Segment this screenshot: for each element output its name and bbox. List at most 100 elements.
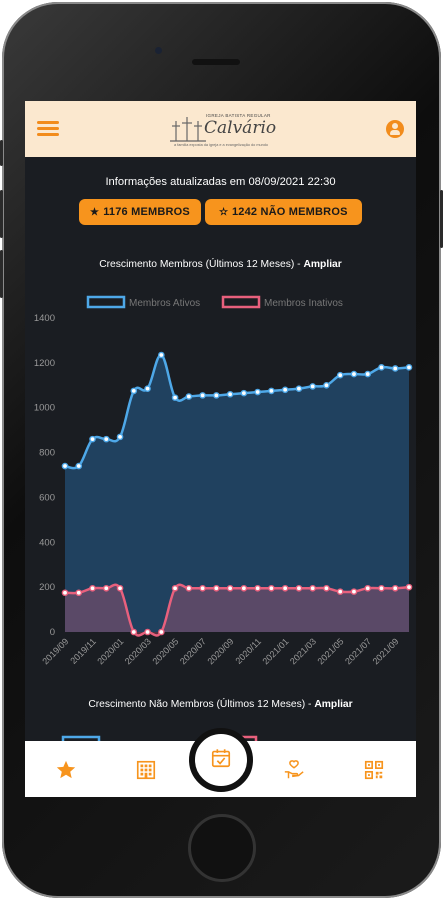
legend-label: Membros Ativos (129, 298, 200, 309)
data-point (158, 351, 165, 359)
data-point (378, 584, 385, 592)
data-point (323, 381, 330, 389)
y-tick-label: 600 (39, 492, 55, 503)
data-point (116, 584, 124, 592)
data-point (364, 370, 372, 378)
logo-tagline: a família exposta da igreja e a evangeli… (174, 143, 268, 147)
x-tick-label: 2021/03 (288, 636, 318, 666)
data-point (213, 392, 220, 399)
building-icon[interactable] (135, 759, 157, 781)
series-area-1 (65, 584, 409, 636)
x-tick-label: 2021/09 (371, 636, 401, 666)
data-point (350, 370, 358, 378)
data-point (336, 588, 344, 595)
data-point (213, 584, 220, 592)
y-tick-label: 1000 (34, 403, 55, 414)
logo-main-text: Calvário (204, 118, 277, 138)
power-button (440, 190, 443, 248)
y-tick-label: 0 (50, 627, 55, 638)
y-tick-label: 1400 (34, 313, 55, 324)
data-point (199, 392, 206, 399)
data-point (61, 589, 69, 597)
data-point (226, 390, 234, 398)
hand-heart-icon[interactable] (283, 759, 305, 781)
non-members-expand-link[interactable]: Ampliar (314, 699, 353, 710)
y-tick-label: 800 (39, 448, 55, 459)
x-tick-label: 2020/03 (123, 636, 153, 666)
data-point (144, 385, 151, 392)
data-point (350, 588, 358, 595)
data-point (240, 584, 248, 592)
data-point (171, 394, 179, 401)
logo-emblem-icon (170, 117, 206, 142)
calendar-fab[interactable] (189, 728, 253, 792)
data-point (309, 584, 316, 592)
data-point (391, 584, 399, 592)
app-screen: IGREJA BATISTA REGULAR Calvário a famíli… (25, 101, 416, 797)
data-point (171, 584, 179, 592)
data-point (226, 584, 234, 592)
data-point (75, 462, 83, 470)
church-logo: IGREJA BATISTA REGULAR Calvário a famíli… (170, 111, 280, 151)
members-chart-title-text: Crescimento Membros (Últimos 12 Meses) - (99, 259, 304, 270)
menu-icon[interactable] (37, 121, 59, 136)
data-point (323, 584, 330, 592)
data-point (268, 387, 275, 395)
non-members-badge-label: 1242 NÃO MEMBROS (231, 206, 348, 218)
data-point (144, 628, 151, 636)
top-bar: IGREJA BATISTA REGULAR Calvário a famíli… (25, 101, 416, 157)
x-tick-label: 2021/01 (260, 636, 290, 666)
y-tick-label: 1200 (34, 358, 55, 369)
data-point (130, 628, 138, 636)
user-profile-icon[interactable] (386, 120, 404, 138)
data-point (75, 589, 83, 597)
data-point (336, 371, 344, 379)
x-tick-label: 2020/05 (150, 636, 180, 666)
data-point (130, 387, 138, 395)
y-tick-label: 400 (39, 537, 55, 548)
members-expand-link[interactable]: Ampliar (303, 259, 342, 270)
updated-timestamp: Informações atualizadas em 08/09/2021 22… (105, 176, 336, 188)
data-point (268, 584, 275, 592)
data-point (61, 462, 69, 470)
star-icon: ★ (90, 206, 100, 218)
x-tick-label: 2020/07 (178, 636, 208, 666)
star-icon[interactable] (55, 759, 77, 781)
star-outline-icon: ✫ (219, 206, 228, 218)
x-tick-label: 2019/09 (40, 636, 70, 666)
x-tick-label: 2021/07 (343, 636, 373, 666)
members-badge[interactable]: ★ 1176 MEMBROS (79, 199, 201, 225)
volume-up-button (0, 190, 3, 238)
calendar-check-icon (211, 749, 231, 768)
qr-code-icon[interactable] (363, 759, 385, 781)
data-point (309, 383, 316, 390)
legend-swatch-0 (86, 295, 126, 309)
data-point (405, 364, 413, 371)
data-point (391, 365, 399, 372)
data-point (102, 584, 110, 592)
data-point (295, 385, 303, 392)
data-point (378, 364, 385, 371)
members-growth-chart: 02004006008001000120014002019/092019/112… (34, 295, 413, 666)
data-point (405, 583, 413, 591)
x-tick-label: 2020/01 (95, 636, 125, 666)
data-point (89, 435, 96, 443)
members-badge-label: 1176 MEMBROS (103, 206, 190, 218)
y-tick-label: 200 (39, 582, 55, 593)
data-point (254, 584, 261, 592)
series-area-0 (65, 354, 409, 632)
x-tick-label: 2019/11 (68, 636, 98, 666)
data-point (254, 388, 261, 396)
home-button[interactable] (188, 814, 256, 882)
legend-swatch-1 (221, 295, 261, 309)
non-members-badge[interactable]: ✫ 1242 NÃO MEMBROS (205, 199, 362, 225)
x-tick-label: 2021/05 (316, 636, 346, 666)
front-camera (155, 47, 162, 54)
data-point (199, 584, 206, 592)
data-point (185, 393, 193, 400)
data-point (240, 389, 248, 397)
non-members-chart-title-text: Crescimento Não Membros (Últimos 12 Mese… (88, 699, 315, 710)
speaker-grille (192, 59, 240, 65)
data-point (185, 584, 193, 592)
data-point (295, 584, 303, 592)
